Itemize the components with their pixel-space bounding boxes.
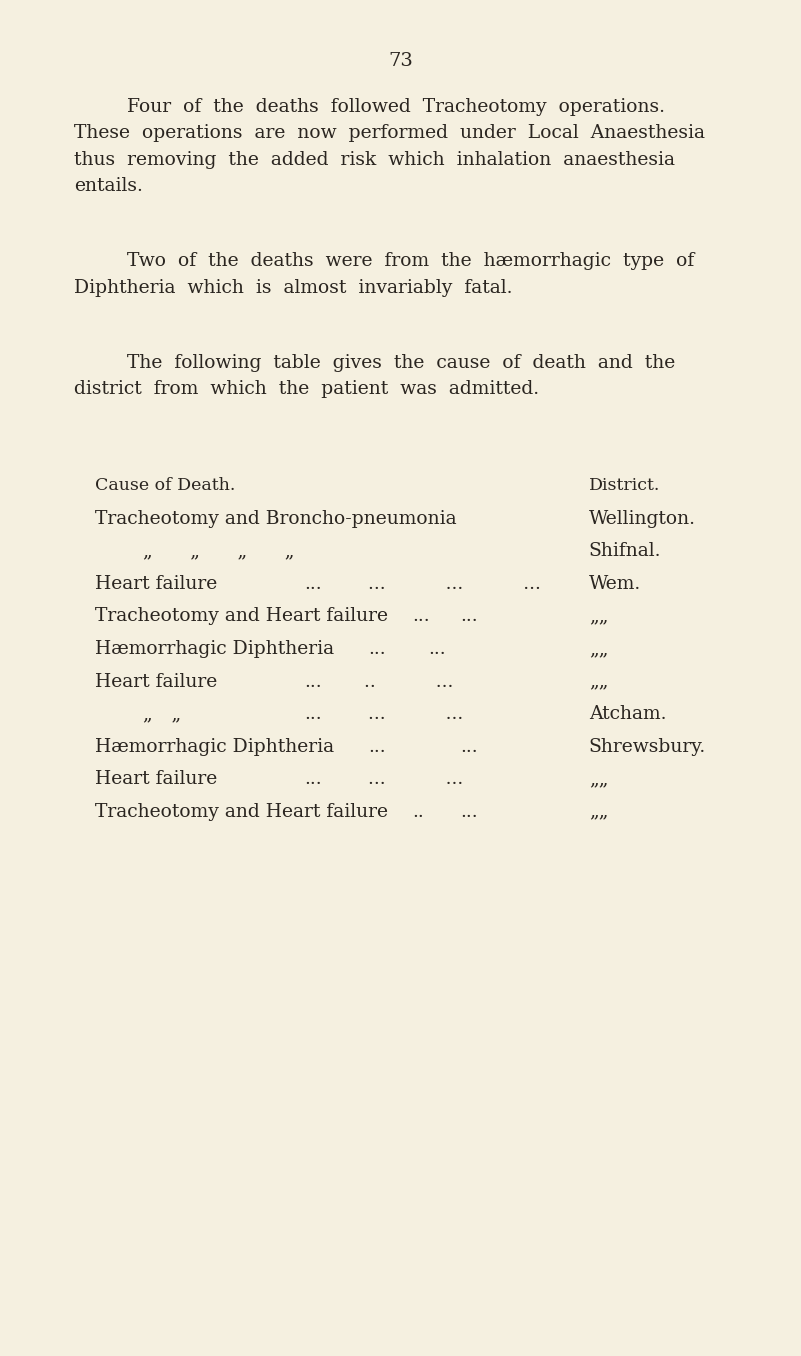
Text: ...: ... [304, 575, 322, 593]
Text: ...: ... [368, 738, 386, 755]
Text: Diphtheria  which  is  almost  invariably  fatal.: Diphtheria which is almost invariably fa… [74, 279, 512, 297]
Text: Hæmorrhagic Diphtheria: Hæmorrhagic Diphtheria [95, 640, 334, 658]
Text: ...          ...: ... ... [368, 705, 464, 723]
Text: Tracheotomy and Heart failure: Tracheotomy and Heart failure [95, 607, 388, 625]
Text: ...: ... [304, 705, 322, 723]
Text: Heart failure: Heart failure [95, 575, 217, 593]
Text: „  „  „  „: „ „ „ „ [143, 542, 294, 560]
Text: ...: ... [461, 803, 478, 820]
Text: „„: „„ [589, 607, 608, 625]
Text: 73: 73 [388, 52, 413, 69]
Text: ...          ...          ...: ... ... ... [368, 575, 541, 593]
Text: The  following  table  gives  the  cause  of  death  and  the: The following table gives the cause of d… [127, 354, 674, 372]
Text: Cause of Death.: Cause of Death. [95, 477, 235, 495]
Text: Two  of  the  deaths  were  from  the  hæmorrhagic  type  of: Two of the deaths were from the hæmorrha… [127, 252, 694, 270]
Text: „„: „„ [589, 803, 608, 820]
Text: Wem.: Wem. [589, 575, 641, 593]
Text: Heart failure: Heart failure [95, 770, 217, 788]
Text: Shifnal.: Shifnal. [589, 542, 662, 560]
Text: „„: „„ [589, 770, 608, 788]
Text: „ „: „ „ [143, 705, 181, 723]
Text: ..: .. [413, 803, 425, 820]
Text: „„: „„ [589, 640, 608, 658]
Text: ...: ... [304, 673, 322, 690]
Text: Wellington.: Wellington. [589, 510, 696, 527]
Text: district  from  which  the  patient  was  admitted.: district from which the patient was admi… [74, 380, 539, 399]
Text: Tracheotomy and Heart failure: Tracheotomy and Heart failure [95, 803, 388, 820]
Text: ...: ... [413, 607, 430, 625]
Text: Shrewsbury.: Shrewsbury. [589, 738, 706, 755]
Text: „„: „„ [589, 673, 608, 690]
Text: ...          ...: ... ... [368, 770, 464, 788]
Text: Atcham.: Atcham. [589, 705, 666, 723]
Text: ...: ... [304, 770, 322, 788]
Text: District.: District. [589, 477, 660, 495]
Text: Hæmorrhagic Diphtheria: Hæmorrhagic Diphtheria [95, 738, 334, 755]
Text: ...: ... [429, 640, 446, 658]
Text: These  operations  are  now  performed  under  Local  Anaesthesia: These operations are now performed under… [74, 125, 705, 142]
Text: Heart failure: Heart failure [95, 673, 217, 690]
Text: ..          ...: .. ... [364, 673, 454, 690]
Text: ...: ... [368, 640, 386, 658]
Text: entails.: entails. [74, 178, 143, 195]
Text: thus  removing  the  added  risk  which  inhalation  anaesthesia: thus removing the added risk which inhal… [74, 151, 674, 168]
Text: ...: ... [461, 607, 478, 625]
Text: Tracheotomy and Broncho-pneumonia: Tracheotomy and Broncho-pneumonia [95, 510, 456, 527]
Text: Four  of  the  deaths  followed  Tracheotomy  operations.: Four of the deaths followed Tracheotomy … [127, 98, 665, 115]
Text: ...: ... [461, 738, 478, 755]
